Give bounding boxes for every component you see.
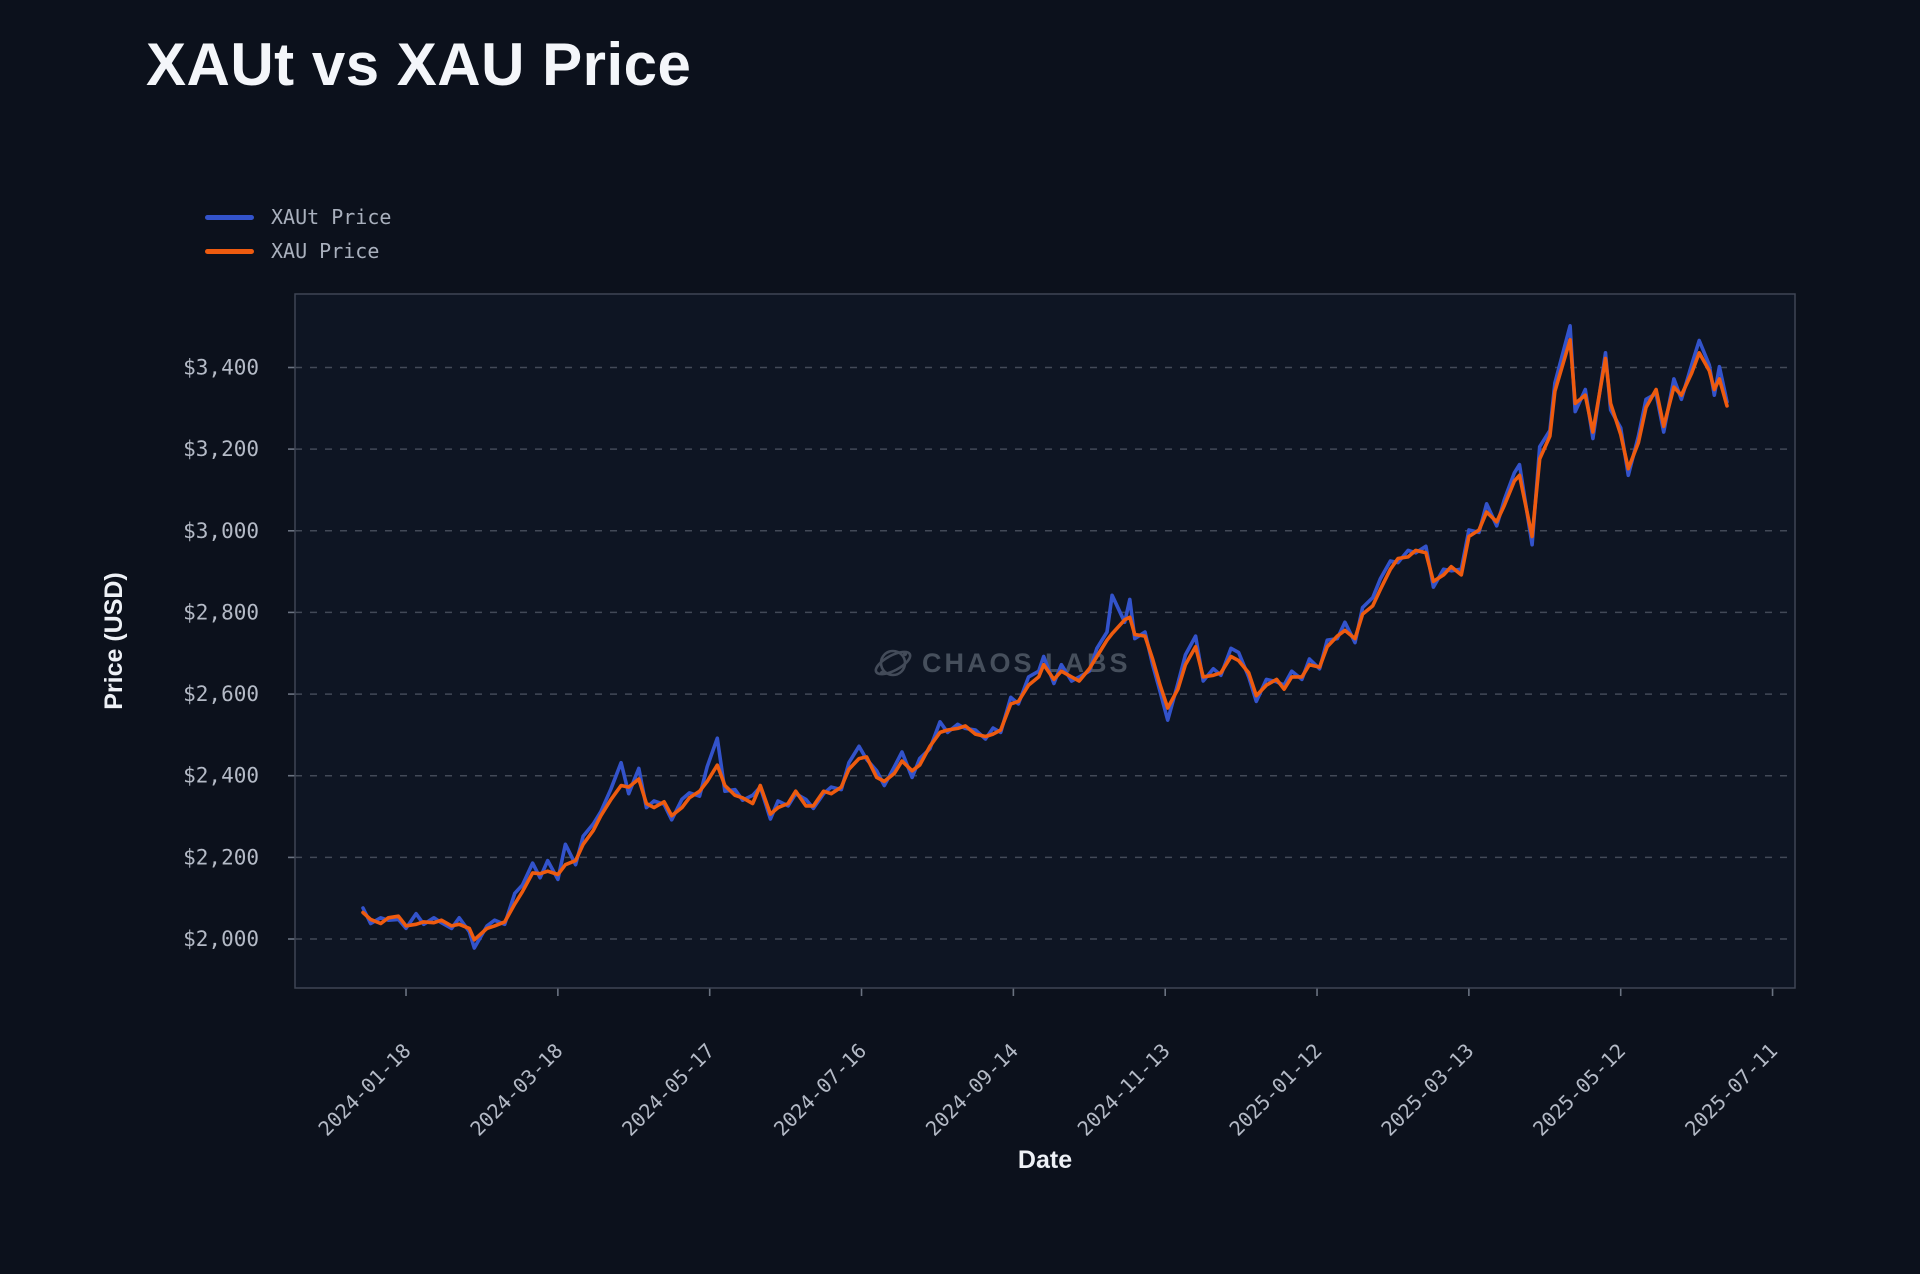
x-tick-label: 2024-07-16 bbox=[769, 1039, 871, 1141]
atom-icon bbox=[874, 649, 912, 677]
x-tick-label: 2025-01-12 bbox=[1224, 1039, 1326, 1141]
plot-area bbox=[295, 294, 1795, 988]
series-line-xau-price bbox=[361, 337, 1729, 942]
legend-label-xaut: XAUt Price bbox=[271, 205, 392, 229]
x-axis-label: Date bbox=[1018, 1146, 1072, 1174]
page-title: XAUt vs XAU Price bbox=[146, 31, 692, 98]
y-tick-label: $2,800 bbox=[183, 600, 259, 624]
x-tick-label: 2024-03-18 bbox=[465, 1039, 567, 1141]
x-tick-label: 2025-03-13 bbox=[1376, 1039, 1478, 1141]
legend-swatch-xau bbox=[205, 248, 254, 254]
y-tick-label: $2,000 bbox=[183, 927, 259, 951]
y-tick-label: $2,200 bbox=[183, 845, 259, 869]
legend-item-xaut: XAUt Price bbox=[205, 200, 391, 234]
y-tick-label: $3,000 bbox=[183, 519, 259, 543]
legend-swatch-xaut bbox=[205, 214, 254, 220]
legend-item-xau: XAU Price bbox=[205, 234, 391, 268]
plot-frame bbox=[294, 293, 1796, 989]
plot-border bbox=[294, 293, 1796, 989]
y-tick-label: $3,400 bbox=[183, 356, 259, 380]
legend-label-xau: XAU Price bbox=[271, 239, 380, 263]
y-tick-label: $2,400 bbox=[183, 764, 259, 788]
x-tick-label: 2024-11-13 bbox=[1073, 1039, 1175, 1141]
legend: XAUt Price XAU Price bbox=[205, 200, 391, 268]
x-tick-label: 2024-05-17 bbox=[617, 1039, 719, 1141]
series-lines bbox=[361, 323, 1729, 950]
x-tick-label: 2024-09-14 bbox=[921, 1039, 1023, 1141]
y-tick-label: $3,200 bbox=[183, 437, 259, 461]
x-tick-label: 2025-07-11 bbox=[1680, 1039, 1782, 1141]
x-tick-label: 2024-01-18 bbox=[313, 1039, 415, 1141]
series-line-xaut-price bbox=[361, 323, 1729, 950]
x-tick-label: 2025-05-12 bbox=[1528, 1039, 1630, 1141]
y-tick-label: $2,600 bbox=[183, 682, 259, 706]
y-axis-label: Price (USD) bbox=[100, 572, 128, 710]
